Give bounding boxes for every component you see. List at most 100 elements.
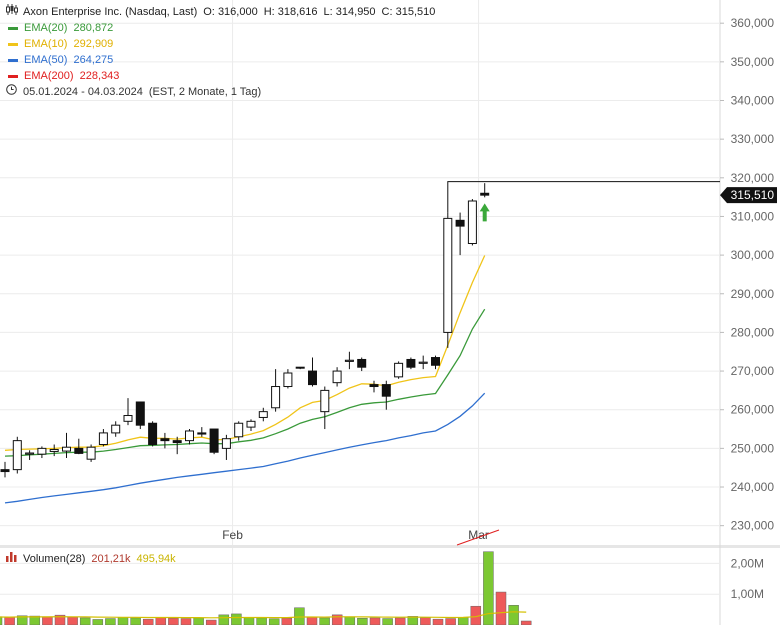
close-value: 315,510	[395, 6, 436, 18]
volume-bar	[155, 617, 167, 625]
candle	[221, 434, 231, 460]
date-range: 05.01.2024 - 04.03.2024	[23, 86, 143, 98]
buy-signal-arrow	[479, 203, 490, 222]
candle	[431, 355, 440, 370]
y-tick-label: 310,000	[731, 209, 775, 223]
ema20-value: 280,872	[73, 22, 114, 34]
volume-bar	[180, 618, 192, 625]
candle-body	[332, 370, 342, 384]
candle	[418, 355, 428, 370]
instrument-title: Axon Enterprise Inc. (Nasdaq, Last)	[23, 6, 198, 18]
ema200-label: EMA(200)	[24, 70, 74, 82]
volume-bar	[105, 618, 116, 625]
candle-body	[406, 358, 416, 368]
ema200-value: 228,343	[79, 70, 120, 82]
volume-bar	[256, 617, 267, 625]
candle-body	[431, 357, 440, 366]
chart-legend: Axon Enterprise Inc. (Nasdaq, Last) O: 3…	[6, 4, 435, 100]
candle-body	[123, 415, 133, 422]
volume-bar	[4, 617, 15, 625]
volume-tick-label: 1,00M	[731, 587, 764, 601]
y-tick-label: 330,000	[731, 132, 775, 146]
candle	[320, 386, 330, 430]
candle	[37, 446, 47, 459]
candle-body	[148, 422, 158, 446]
candle	[234, 421, 244, 441]
candle	[25, 450, 35, 460]
legend-ema200[interactable]: EMA(200) 228,343	[6, 68, 435, 84]
candle-body	[221, 438, 231, 449]
y-tick-label: 350,000	[731, 55, 775, 69]
candle-body	[344, 359, 354, 362]
candle-body	[37, 447, 47, 455]
candle-body	[12, 440, 22, 471]
candle	[74, 438, 84, 455]
range-info: (EST, 2 Monate, 1 Tag)	[148, 86, 262, 98]
candle-body	[172, 440, 182, 444]
candle-body	[381, 384, 391, 397]
volume-bar	[445, 618, 456, 625]
legend-ema50[interactable]: EMA(50) 264,275	[6, 52, 435, 68]
candle-body	[295, 366, 305, 369]
candle-body	[98, 432, 108, 446]
volume-bar	[268, 618, 280, 625]
ema50-label: EMA(50)	[24, 54, 68, 66]
volume-bar	[231, 613, 242, 625]
candle	[98, 429, 108, 447]
volume-icon	[6, 552, 18, 565]
candle-body	[234, 422, 244, 438]
candle-body	[25, 452, 35, 455]
candle	[172, 436, 182, 455]
volume-bar	[42, 616, 53, 625]
candle	[135, 401, 145, 430]
volume-bar	[92, 619, 104, 625]
volume-bar	[117, 617, 129, 625]
candle-body	[418, 361, 428, 364]
ema10-label: EMA(10)	[24, 38, 68, 50]
candle-body	[467, 200, 477, 245]
volume-bar	[16, 615, 28, 625]
ema-line-ema50	[4, 392, 486, 504]
candle	[332, 367, 342, 387]
candle	[12, 436, 22, 474]
volume-bar	[432, 618, 444, 625]
candle-body	[394, 362, 404, 378]
candle-body	[320, 389, 330, 413]
candle-body	[258, 411, 268, 418]
candle-body	[455, 219, 465, 227]
volume-bar	[457, 617, 469, 625]
volume-bar	[205, 619, 217, 625]
legend-ema10[interactable]: EMA(10) 292,909	[6, 36, 435, 52]
candle-body	[246, 420, 256, 428]
date-range-row: 05.01.2024 - 04.03.2024 (EST, 2 Monate, …	[6, 84, 435, 100]
pane-separator	[0, 545, 780, 548]
candle-body	[74, 447, 84, 454]
y-tick-label: 240,000	[731, 480, 775, 494]
volume-bar	[319, 617, 330, 625]
candle	[111, 421, 121, 437]
candle	[123, 398, 133, 426]
volume-bar	[130, 617, 141, 625]
volume-bar	[0, 616, 3, 625]
ema10-value: 292,909	[73, 38, 114, 50]
candle-body	[135, 401, 145, 426]
open-label: O:	[203, 6, 215, 18]
legend-ema20[interactable]: EMA(20) 280,872	[6, 20, 435, 36]
candle-body	[111, 424, 121, 434]
candle	[344, 351, 354, 370]
volume-bar	[420, 617, 431, 625]
candle-body	[185, 430, 194, 442]
y-tick-label: 230,000	[731, 519, 775, 533]
candle	[160, 432, 170, 449]
candle	[357, 357, 367, 372]
ema-line-ema20	[4, 308, 486, 457]
candle	[185, 429, 194, 445]
candle	[49, 444, 59, 457]
open-value: 316,000	[217, 6, 258, 18]
ema20-label: EMA(20)	[24, 22, 68, 34]
candle	[0, 461, 10, 478]
resistance-line	[447, 181, 720, 213]
candle	[295, 366, 305, 370]
candle-body	[480, 192, 490, 196]
